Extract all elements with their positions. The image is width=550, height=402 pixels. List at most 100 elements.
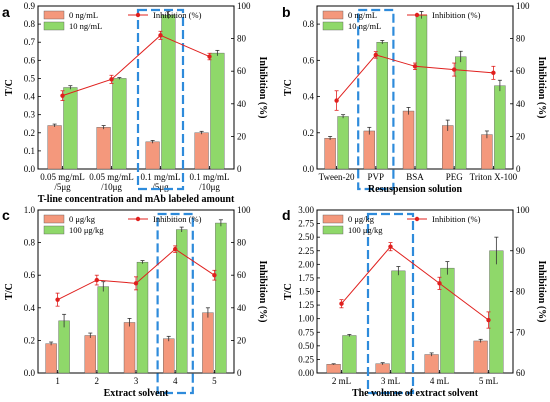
y2-tick-label: 100 bbox=[237, 1, 251, 11]
legend-label: 0 μg/kg bbox=[69, 214, 96, 224]
highlight-box bbox=[136, 8, 185, 191]
chart-panel-a: 0.0 0.1 0.2 0.3 0.4 0.5 0.6 0.7 0.8 0.9 0 20 40 60 80 1… bbox=[4, 1, 268, 205]
y-tick-label: 1.00 bbox=[298, 314, 314, 324]
legend-swatch bbox=[43, 10, 65, 20]
legend-label: 0 ng/mL bbox=[348, 10, 377, 20]
inhibition-point bbox=[373, 52, 378, 58]
y2-axis-title: Inhibition (%) bbox=[257, 261, 268, 323]
inhibition-point bbox=[55, 297, 60, 302]
inhibition-point bbox=[133, 281, 139, 286]
inhibition-point bbox=[212, 273, 217, 278]
y-tick-label: 0.2 bbox=[24, 128, 35, 138]
y-tick-label: 1.75 bbox=[298, 273, 314, 283]
y-tick-label: 2.75 bbox=[298, 219, 314, 229]
inhibition-point bbox=[334, 98, 339, 103]
y2-tick-label: 20 bbox=[516, 131, 526, 141]
x-tick-label: 1 bbox=[55, 376, 60, 386]
x-tick-label: 4 mL bbox=[430, 376, 449, 386]
y2-tick-label: 80 bbox=[237, 34, 247, 44]
x-tick-label: 0.05 mg/mL bbox=[89, 172, 134, 182]
bar-spiked bbox=[210, 52, 225, 170]
x-axis-title: Resuspension solution bbox=[368, 184, 463, 195]
y-tick-label: 2.25 bbox=[298, 246, 314, 256]
legend-line-marker bbox=[414, 12, 420, 18]
y-tick-label: 0.0 bbox=[24, 368, 36, 378]
y-tick-label: 1.25 bbox=[298, 300, 314, 310]
inhibition-point bbox=[452, 67, 457, 72]
x-axis-title: The volume of extract solvent bbox=[352, 388, 479, 399]
inhibition-point bbox=[173, 246, 178, 252]
bar-spiked bbox=[58, 320, 70, 374]
y2-tick-label: 20 bbox=[237, 335, 247, 345]
bar-control bbox=[47, 125, 62, 170]
bar-control bbox=[442, 125, 454, 170]
y-tick-label: 1.0 bbox=[24, 205, 36, 215]
x-tick-label: PEG bbox=[446, 172, 464, 182]
x-tick-label: /5μg bbox=[54, 182, 71, 192]
y-axis-title: T/C bbox=[283, 79, 294, 96]
plot-frame bbox=[37, 5, 235, 170]
bar-control bbox=[202, 312, 214, 374]
y-tick-label: 0.5 bbox=[24, 73, 36, 83]
legend-swatch bbox=[43, 214, 65, 224]
bar-control bbox=[326, 364, 341, 374]
inhibition-point bbox=[158, 33, 163, 38]
inhibition-point bbox=[60, 93, 65, 98]
inhibition-point bbox=[491, 70, 496, 76]
chart-panel-d: 0.00 0.25 0.50 0.75 1.00 1.25 1.50 1.75 2.00 2.25… bbox=[283, 205, 547, 399]
y-tick-label: 0.6 bbox=[24, 55, 36, 65]
legend-label: Inhibition (%) bbox=[432, 10, 481, 20]
bar-control bbox=[481, 134, 493, 170]
panel-letter-a: a bbox=[2, 4, 10, 20]
highlight-box bbox=[366, 212, 415, 395]
bar-control bbox=[123, 322, 136, 374]
y-tick-label: 2.50 bbox=[298, 232, 314, 242]
y-tick-label: 3.00 bbox=[298, 205, 314, 215]
legend-swatch bbox=[322, 10, 344, 20]
bar-spiked bbox=[161, 14, 176, 170]
bar-control bbox=[324, 138, 336, 170]
bar-spiked bbox=[342, 335, 357, 374]
y2-tick-label: 60 bbox=[237, 66, 247, 76]
legend-swatch bbox=[322, 214, 344, 224]
bar-control bbox=[84, 335, 96, 374]
inhibition-line bbox=[62, 34, 210, 97]
y2-tick-label: 80 bbox=[516, 287, 526, 297]
bar-control bbox=[424, 354, 439, 374]
bar-control bbox=[45, 343, 57, 374]
y2-tick-label: 90 bbox=[516, 246, 526, 256]
y-tick-label: 0.00 bbox=[298, 368, 314, 378]
y-axis-title: T/C bbox=[283, 283, 294, 300]
chart-panel-b: 0.0 0.2 0.4 0.6 0.8 0 20 40 60 80 100 Tween-20 PVP BS… bbox=[283, 1, 547, 195]
legend-label: 10 ng/mL bbox=[69, 21, 102, 31]
bar-control bbox=[194, 132, 209, 170]
bar-spiked bbox=[489, 250, 504, 374]
legend-swatch bbox=[322, 225, 344, 235]
y2-tick-label: 80 bbox=[237, 238, 247, 248]
panel-letter-d: d bbox=[282, 207, 291, 223]
y2-tick-label: 60 bbox=[516, 66, 526, 76]
y-tick-label: 0.75 bbox=[298, 327, 314, 337]
y-tick-label: 0.2 bbox=[24, 335, 35, 345]
y2-tick-label: 80 bbox=[516, 34, 526, 44]
y-tick-label: 0.6 bbox=[303, 55, 315, 65]
legend-line-marker bbox=[414, 216, 420, 222]
x-axis-title: T-line concentration and mAb labeled amo… bbox=[38, 194, 235, 205]
y2-tick-label: 60 bbox=[516, 368, 526, 378]
legend-label: 0 μg/kg bbox=[348, 214, 375, 224]
y2-tick-label: 100 bbox=[516, 1, 530, 11]
y-tick-label: 0.9 bbox=[24, 1, 36, 11]
y2-tick-label: 60 bbox=[237, 270, 247, 280]
y2-tick-label: 70 bbox=[516, 327, 526, 337]
bar-spiked bbox=[376, 42, 388, 170]
bar-spiked bbox=[494, 85, 506, 170]
y-tick-label: 0.4 bbox=[24, 92, 36, 102]
highlight-box bbox=[357, 8, 395, 191]
y-axis-title: T/C bbox=[4, 283, 15, 300]
legend-label: 10 ng/mL bbox=[348, 21, 381, 31]
y2-axis-title: Inhibition (%) bbox=[536, 261, 547, 323]
inhibition-point bbox=[94, 277, 100, 283]
inhibition-line bbox=[336, 54, 494, 101]
y2-tick-label: 40 bbox=[237, 303, 247, 313]
